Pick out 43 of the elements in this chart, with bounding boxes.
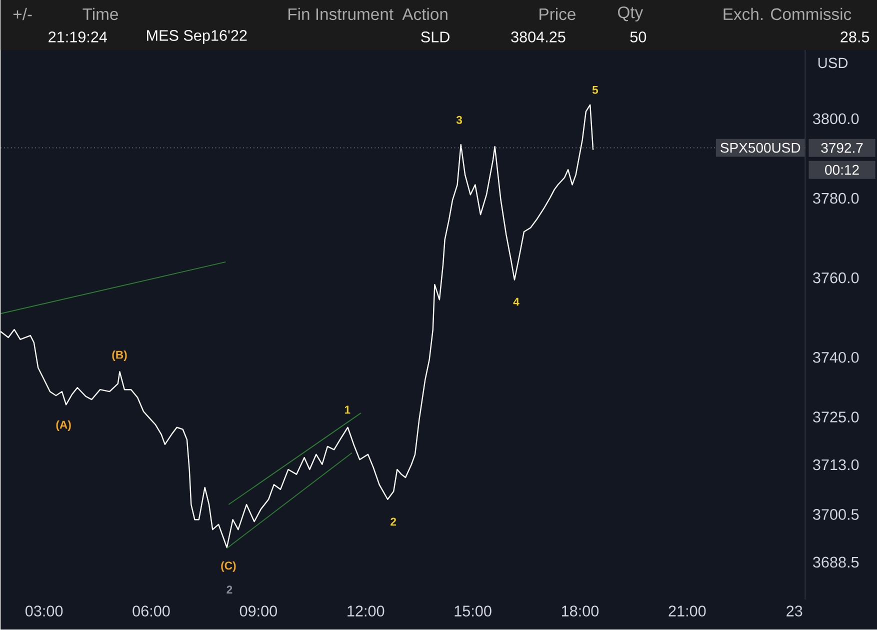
x-tick-label: 09:00 — [240, 606, 277, 617]
y-tick-label: 3780.0 — [813, 193, 859, 204]
annotation: 2 — [390, 518, 396, 526]
text: 00:12 — [825, 165, 859, 176]
annotation: (A) — [56, 420, 71, 432]
text: Fin Instrument — [288, 8, 394, 20]
text: USD — [818, 58, 848, 68]
x-tick-label: 15:00 — [454, 606, 492, 617]
ref-line-label: SPX500USD — [720, 143, 800, 153]
y-tick-label: 3700.5 — [813, 509, 859, 520]
text: Price — [540, 8, 576, 20]
annotation: 4 — [513, 298, 520, 306]
x-tick-label: 23 — [786, 606, 802, 617]
x-tick-label: 06:00 — [132, 606, 170, 617]
annotation: (C) — [221, 562, 236, 572]
text: 21:19:24 — [48, 32, 108, 43]
y-tick-label: 3760.0 — [813, 272, 859, 284]
y-tick-label: 3688.5 — [813, 556, 859, 568]
text: 3804.25 — [511, 32, 566, 43]
x-tick-label: 18:00 — [562, 606, 599, 617]
y-tick-label: 3740.0 — [813, 352, 859, 364]
annotation: 5 — [592, 86, 598, 94]
y-tick-label: 3800.0 — [813, 114, 859, 124]
y-tick-label: 3713.0 — [813, 460, 859, 470]
text: Qty — [618, 6, 644, 22]
text: 28.5 — [840, 32, 870, 43]
x-tick-label: 21:00 — [668, 606, 706, 617]
text: 3792.7 — [821, 143, 863, 154]
text: SLD — [421, 32, 450, 43]
annotation: 3 — [456, 116, 462, 124]
text: Time — [82, 8, 118, 20]
annotation: 2 — [226, 586, 232, 594]
annotation: 1 — [344, 406, 350, 414]
text: 50 — [630, 32, 646, 43]
annotation: (B) — [112, 350, 127, 362]
x-tick-label: 12:00 — [348, 606, 384, 617]
line-series — [0, 104, 594, 548]
text: +/- — [13, 8, 32, 20]
text: Exch. Commissic — [724, 8, 852, 20]
text: MES Sep16'22 — [147, 30, 247, 44]
x-tick-label: 03:00 — [26, 606, 63, 617]
text: Action — [402, 8, 448, 20]
y-tick-label: 3725.0 — [813, 412, 859, 423]
